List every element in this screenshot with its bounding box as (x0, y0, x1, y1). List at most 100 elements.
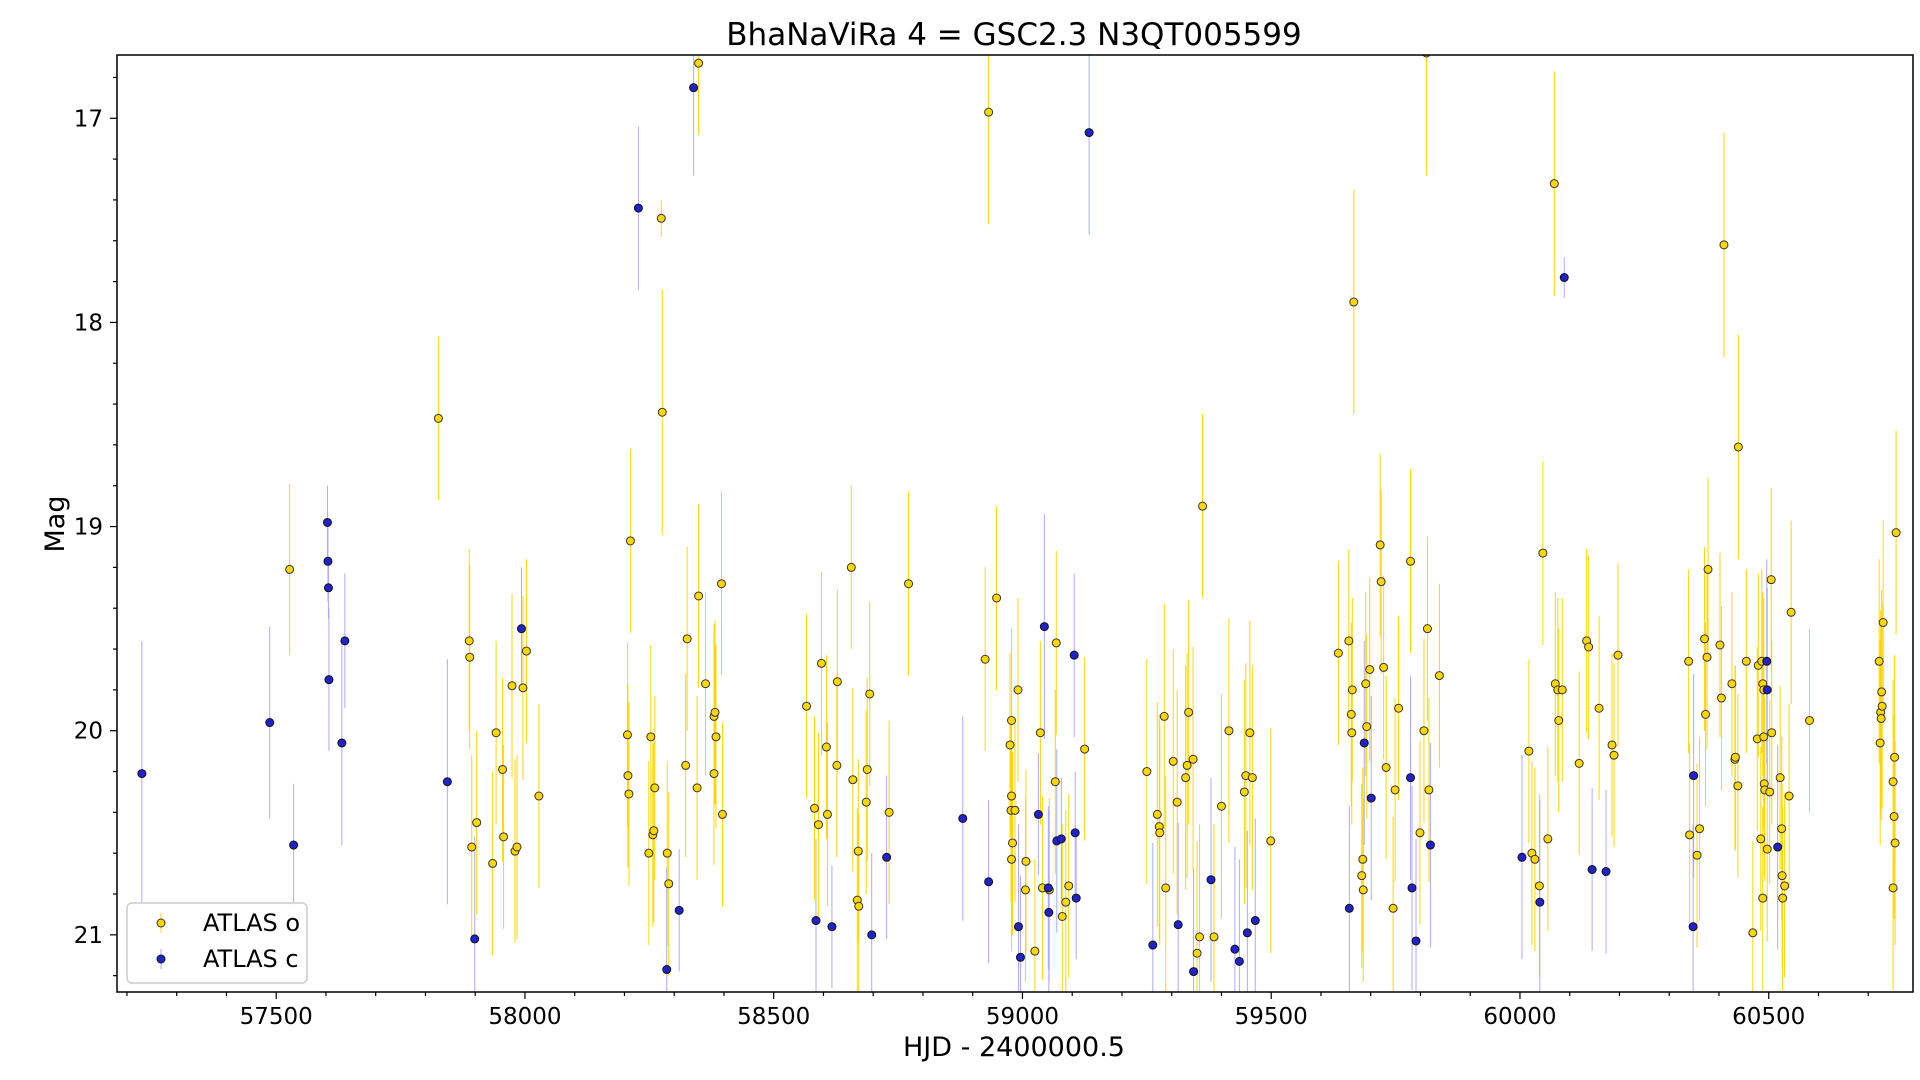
atlas-o-point (1524, 746, 1534, 756)
atlas-o-point (1594, 703, 1604, 713)
atlas-c-point (1071, 893, 1081, 903)
y-axis: 17 18 19 20 21 (74, 76, 117, 977)
atlas-o-point (623, 771, 633, 781)
x-tick-label: 59000 (986, 1004, 1059, 1030)
atlas-o-point (1030, 946, 1040, 956)
atlas-o-point (1684, 656, 1694, 666)
legend-label-atlas-o: ATLAS o (203, 909, 300, 937)
atlas-o-point (710, 707, 720, 717)
atlas-c-point (1056, 834, 1066, 844)
atlas-c-point (340, 636, 350, 646)
atlas-o-point (1216, 801, 1226, 811)
atlas-o-point (1874, 656, 1884, 666)
atlas-o-point (1080, 744, 1090, 754)
atlas-o-point (701, 679, 711, 689)
atlas-o-point (1786, 607, 1796, 617)
atlas-c-point (1344, 903, 1354, 913)
atlas-o-point (861, 797, 871, 807)
atlas-o-point (1716, 693, 1726, 703)
atlas-o-point (821, 742, 831, 752)
atlas-o-point (465, 652, 475, 662)
atlas-o-point (1195, 932, 1205, 942)
atlas-o-point (1777, 871, 1787, 881)
atlas-o-point (1613, 650, 1623, 660)
atlas-c-point (1762, 656, 1772, 666)
atlas-c-point (1242, 928, 1252, 938)
atlas-c-point (1173, 920, 1183, 930)
atlas-o-point (681, 760, 691, 770)
legend-box (126, 902, 308, 984)
atlas-o-point (464, 636, 474, 646)
atlas-o-point (1239, 787, 1249, 797)
x-tick-label: 59500 (1235, 1004, 1308, 1030)
atlas-o-point (1152, 809, 1162, 819)
atlas-o-point (1061, 897, 1071, 907)
atlas-o-point (1406, 556, 1416, 566)
atlas-o-point (1358, 885, 1368, 895)
atlas-o-point (1727, 679, 1737, 689)
atlas-o-point (472, 818, 482, 828)
atlas-o-point (1890, 838, 1900, 848)
atlas-o-point (1008, 838, 1018, 848)
atlas-o-point (285, 564, 295, 574)
atlas-o-point (1361, 679, 1371, 689)
atlas-o-point (1434, 671, 1444, 681)
atlas-o-point (534, 791, 544, 801)
atlas-c-point (1033, 809, 1043, 819)
atlas-o-point (625, 536, 635, 546)
y-tick-label: 21 (74, 923, 103, 949)
atlas-o-point (717, 809, 727, 819)
atlas-o-point (1701, 709, 1711, 719)
atlas-c-point (1148, 940, 1158, 950)
atlas-o-point (1557, 685, 1567, 695)
atlas-c-point (289, 840, 299, 850)
atlas-o-point (1168, 756, 1178, 766)
atlas-c-point (1039, 622, 1049, 632)
atlas-o-point (1021, 856, 1031, 866)
atlas-o-point (1762, 844, 1772, 854)
atlas-o-point (694, 58, 704, 68)
atlas-c-point (1015, 952, 1025, 962)
atlas-o-point (1730, 752, 1740, 762)
atlas-o-point (1741, 656, 1751, 666)
atlas-o-point (1549, 179, 1559, 189)
atlas-c-point (137, 769, 147, 779)
atlas-o-point (1574, 758, 1584, 768)
atlas-o-point (1775, 773, 1785, 783)
atlas-o-point (1224, 726, 1234, 736)
legend-marker-atlas-c (156, 954, 166, 964)
atlas-o-point (1584, 642, 1594, 652)
atlas-c-point (1559, 273, 1569, 283)
atlas-o-point (1007, 791, 1017, 801)
atlas-c-point (1044, 907, 1054, 917)
atlas-o-point (1349, 297, 1359, 307)
atlas-c-point (1366, 793, 1376, 803)
atlas-o-point (1890, 752, 1900, 762)
atlas-o-point (656, 213, 666, 223)
atlas-c-point (1206, 875, 1216, 885)
atlas-o-point (1877, 687, 1887, 697)
x-tick-label: 58500 (737, 1004, 810, 1030)
atlas-o-point (624, 789, 634, 799)
atlas-c-point (1762, 685, 1772, 695)
atlas-o-point (664, 879, 674, 889)
x-axis-label: HJD - 2400000.5 (903, 1032, 1125, 1063)
atlas-o-point (865, 689, 875, 699)
atlas-o-point (1357, 871, 1367, 881)
atlas-o-point (662, 848, 672, 858)
marker-layer (137, 55, 1901, 977)
atlas-o-point (1530, 854, 1540, 864)
atlas-o-point (1007, 854, 1017, 864)
legend-marker-atlas-o (156, 918, 166, 928)
atlas-o-point (1719, 240, 1729, 250)
atlas-o-point (1715, 640, 1725, 650)
atlas-c-point (689, 83, 699, 93)
atlas-o-point (980, 654, 990, 664)
atlas-o-point (1388, 903, 1398, 913)
atlas-o-point (1748, 928, 1758, 938)
atlas-c-point (1230, 944, 1240, 954)
atlas-o-point (1888, 777, 1898, 787)
atlas-c-point (1407, 883, 1417, 893)
atlas-o-point (1756, 834, 1766, 844)
